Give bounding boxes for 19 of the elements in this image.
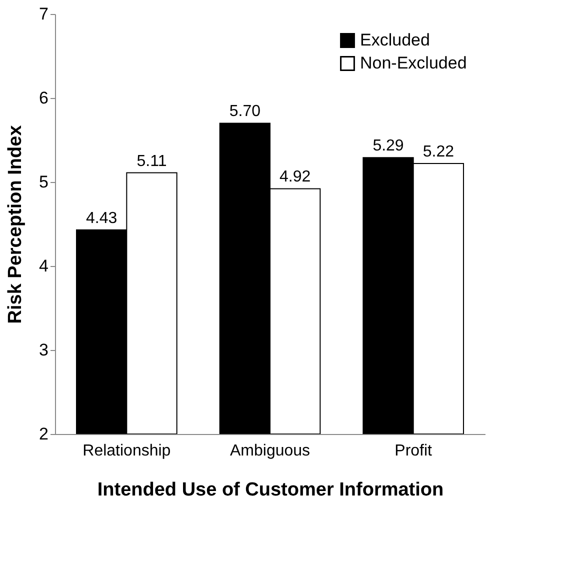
y-tick-label: 2 (39, 424, 48, 444)
x-tick-label: Profit (394, 442, 433, 460)
x-tick-label: Relationship (82, 442, 171, 460)
x-tick-label: Ambiguous (230, 442, 310, 460)
data-label: 5.11 (136, 152, 167, 170)
legend-label: Excluded (360, 30, 430, 50)
y-tick-label: 5 (39, 172, 48, 192)
legend-label: Non-Excluded (360, 54, 467, 72)
x-axis-title: Intended Use of Customer Information (97, 480, 444, 500)
data-label: 5.70 (229, 103, 261, 120)
y-tick-label: 3 (39, 340, 48, 360)
y-tick-label: 7 (39, 4, 48, 24)
y-tick-label: 4 (39, 256, 48, 276)
data-label: 5.22 (422, 144, 454, 161)
data-label: 5.29 (372, 138, 404, 155)
y-tick-label: 6 (39, 88, 48, 108)
data-label: 4.43 (86, 210, 118, 227)
data-label: 4.92 (280, 168, 311, 186)
y-axis-title: Risk Perception Index (5, 124, 26, 324)
